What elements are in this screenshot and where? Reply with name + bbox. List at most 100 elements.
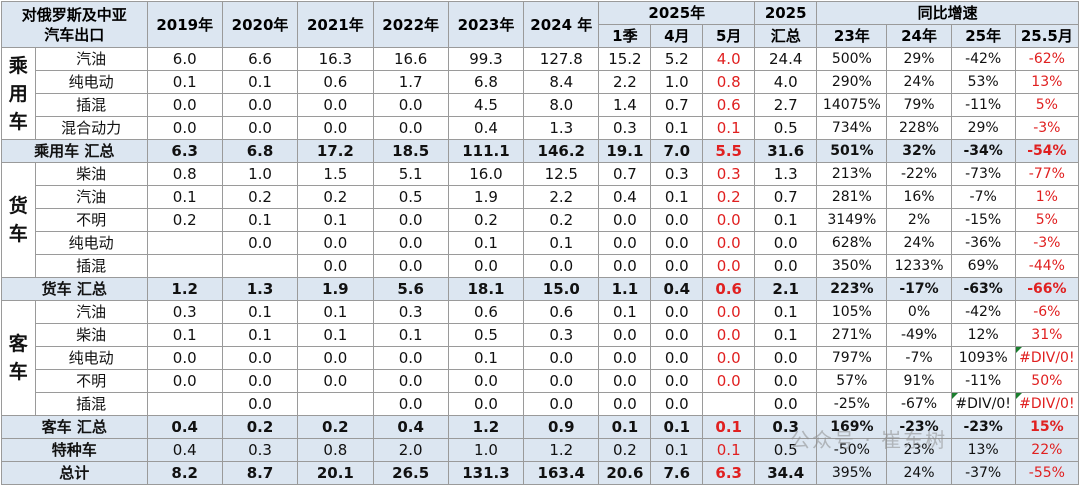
total-2025-header-bottom: 汇总 xyxy=(754,24,818,48)
yoy-cell: -34% xyxy=(950,139,1016,163)
value-cell: 0.6 xyxy=(523,300,600,324)
value-cell: 0.5 xyxy=(754,438,818,462)
value-cell xyxy=(221,254,299,278)
yoy-cell: -49% xyxy=(886,323,952,347)
value-cell: 0.1 xyxy=(523,231,600,255)
value-cell: 0.5 xyxy=(754,116,818,140)
yoy-cell: 14075% xyxy=(816,93,888,117)
value-cell: 0.1 xyxy=(754,300,818,324)
value-cell: 131.3 xyxy=(447,461,525,485)
value-cell: 0.0 xyxy=(221,231,299,255)
value-cell: 8.0 xyxy=(523,93,600,117)
value-cell: 0.1 xyxy=(702,438,756,462)
yoy-cell: 13% xyxy=(1014,70,1080,94)
value-cell: 0.0 xyxy=(598,323,652,347)
yoy-subheader: 25年 xyxy=(950,24,1016,48)
value-cell: 1.3 xyxy=(523,116,600,140)
value-cell: 4.5 xyxy=(447,93,525,117)
yoy-cell: -23% xyxy=(950,415,1016,439)
yoy-cell: -73% xyxy=(950,162,1016,186)
value-cell: 1.3 xyxy=(221,277,299,301)
year-header: 2021年 xyxy=(297,1,374,48)
yoy-cell: 79% xyxy=(886,93,952,117)
value-cell: 0.3 xyxy=(702,162,756,186)
value-cell: 0.0 xyxy=(146,346,223,370)
value-cell: 0.0 xyxy=(650,346,704,370)
value-cell: 0.0 xyxy=(372,231,449,255)
yoy-cell: -3% xyxy=(1014,231,1080,255)
value-cell: 0.0 xyxy=(221,369,299,393)
table-row: 插混 0.0 0.0 0.0 0.0 4.5 8.0 1.4 0.7 0.6 2.7 14075% 79… xyxy=(2,93,1080,117)
row-label: 插混 xyxy=(34,392,148,416)
value-cell: 0.7 xyxy=(754,185,818,209)
value-cell: 0.0 xyxy=(146,93,223,117)
value-cell: 2.0 xyxy=(372,438,449,462)
yoy-cell: 5% xyxy=(1014,93,1080,117)
table-row: 不明 0.2 0.1 0.1 0.0 0.2 0.2 0.0 0.0 0.0 0.1 3149% 2% -… xyxy=(2,208,1080,232)
value-cell: 163.4 xyxy=(523,461,600,485)
grand-total-row: 总计 8.2 8.7 20.1 26.5 131.3 163.4 20.6 7.6 6.3 34.4… xyxy=(1,461,1080,485)
value-cell xyxy=(146,231,223,255)
value-cell: 0.2 xyxy=(297,415,374,439)
value-cell: 0.8 xyxy=(146,162,223,186)
special-label: 特种车 xyxy=(1,438,148,462)
yoy-cell: 281% xyxy=(816,185,888,209)
value-cell: 0.1 xyxy=(754,323,818,347)
value-cell: 0.0 xyxy=(754,346,818,370)
year-header: 2022年 xyxy=(372,1,449,48)
value-cell: 0.0 xyxy=(650,300,704,324)
value-cell: 5.2 xyxy=(650,47,704,71)
value-cell: 0.0 xyxy=(221,392,299,416)
value-cell: 1.0 xyxy=(650,70,704,94)
value-cell: 0.0 xyxy=(598,254,652,278)
value-cell: 0.0 xyxy=(598,208,652,232)
value-cell: 0.8 xyxy=(297,438,374,462)
value-cell: 0.0 xyxy=(221,116,299,140)
header-row: 对俄罗斯及中亚 汽车出口 2019年 2020年 2021年 2022年 202… xyxy=(1,1,1079,48)
subtotal-label: 客车 汇总 xyxy=(1,415,148,439)
table-row: 客 车汽油 0.3 0.1 0.1 0.3 0.6 0.6 0.1 0.0 0.0 0.1 105% 0… xyxy=(1,300,1080,416)
yoy-cell: -42% xyxy=(950,300,1016,324)
value-cell: 0.0 xyxy=(372,369,449,393)
total-2025-header-top: 2025 xyxy=(754,1,818,25)
subheader-row: 1季 4月 5月 汇总 23年 24年 25年 25.5月 xyxy=(2,24,1080,48)
value-cell: 0.0 xyxy=(650,208,704,232)
value-cell: 0.1 xyxy=(146,323,223,347)
yoy-cell: -67% xyxy=(886,392,952,416)
table-row: 插混 0.0 0.0 0.0 0.0 0.0 0.0 0.0 0.0 350% 1233% 69% -4… xyxy=(2,254,1080,278)
yoy-cell: 91% xyxy=(886,369,952,393)
yoy-cell: -66% xyxy=(1014,277,1080,301)
yoy-cell: -11% xyxy=(950,369,1016,393)
value-cell: 0.4 xyxy=(146,438,223,462)
value-cell: 0.0 xyxy=(297,93,374,117)
value-cell: 0.0 xyxy=(650,369,704,393)
value-cell: 0.0 xyxy=(523,254,600,278)
value-cell: 0.1 xyxy=(297,208,374,232)
row-label: 纯电动 xyxy=(34,70,148,94)
row-label: 插混 xyxy=(34,93,148,117)
year-header: 2020年 xyxy=(221,1,299,48)
yoy-cell: 1233% xyxy=(886,254,952,278)
value-cell: 1.9 xyxy=(297,277,374,301)
value-cell: 4.0 xyxy=(754,70,818,94)
yoy-cell: 23% xyxy=(886,438,952,462)
value-cell: 0.3 xyxy=(598,116,652,140)
year-2025-group-header: 2025年 xyxy=(598,1,756,25)
value-cell: 5.1 xyxy=(372,162,449,186)
value-cell: 99.3 xyxy=(447,47,525,71)
value-cell: 7.0 xyxy=(650,139,704,163)
yoy-cell: 797% xyxy=(816,346,888,370)
yoy-cell: 290% xyxy=(816,70,888,94)
value-cell: 0.0 xyxy=(447,369,525,393)
value-cell: 0.1 xyxy=(297,300,374,324)
subtotal-row: 客车 汇总 0.4 0.2 0.2 0.4 1.2 0.9 0.1 0.1 0.1 0.3 169% -… xyxy=(1,415,1080,439)
value-cell: 0.0 xyxy=(372,254,449,278)
table-row: 纯电动 0.1 0.1 0.6 1.7 6.8 8.4 2.2 1.0 0.8 4.0 290% 24%… xyxy=(2,70,1080,94)
value-cell: 0.6 xyxy=(702,277,756,301)
category-label: 货 车 xyxy=(1,162,36,278)
yoy-cell: 13% xyxy=(950,438,1016,462)
value-cell: 0.1 xyxy=(598,415,652,439)
value-cell: 12.5 xyxy=(523,162,600,186)
table-row: 汽油 0.1 0.2 0.2 0.5 1.9 2.2 0.4 0.1 0.2 0.7 281% 16% -… xyxy=(2,185,1080,209)
